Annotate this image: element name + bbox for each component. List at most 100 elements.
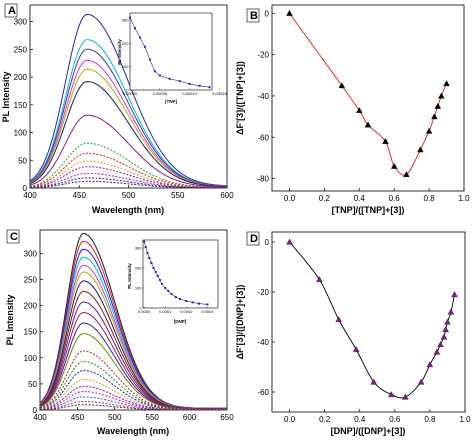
panel-c-frame: [39, 229, 228, 411]
panel-a-inset-point: [188, 82, 191, 85]
panel-a-ytick-label: 50: [18, 156, 27, 165]
panel-b-point: [390, 162, 398, 169]
panel-d-point: [444, 318, 451, 325]
panel-d-point: [352, 346, 360, 353]
panel-b-xtick-label: 0.8: [424, 194, 436, 203]
panel-a-spectrum-line: [29, 13, 228, 187]
panel-a-ytick-label: 200: [14, 73, 28, 82]
panel-c-inset-ytick-label: 300: [135, 246, 142, 251]
panel-a-inset-point: [143, 45, 146, 48]
panel-b-frame: [271, 4, 465, 192]
panel-c-inset-point: [185, 300, 188, 302]
panel-c-inset-point: [161, 283, 164, 285]
panel-b-xtick-label: 0.6: [389, 194, 401, 203]
panel-b-x-axis: 0.0 0.2 0.4 0.6 0.8 1.0: [284, 188, 470, 203]
panel-b-point: [438, 92, 445, 99]
panel-b-xlabel: [TNP]/([TNP]+[3]): [332, 205, 405, 215]
panel-c-ytick-label: 200: [24, 302, 38, 311]
panel-d-point: [286, 238, 293, 245]
panel-a-spectrum-line: [29, 114, 228, 188]
panel-c-series: [39, 232, 228, 411]
panel-b-ytick-label: 0: [265, 9, 270, 18]
panel-d-xlabel: [DNP]/([DNP]+[3]): [331, 426, 406, 436]
panel-c-letter-box: [6, 229, 20, 244]
panel-c-xtick-label: 650: [220, 413, 234, 422]
panel-c-inset-frame: [142, 239, 219, 309]
panel-c-spectrum-line: [39, 396, 227, 411]
panel-b-xtick-label: 0.2: [319, 194, 331, 203]
panel-d-ytick-label: 0: [265, 238, 270, 247]
panel-b-ytick-label: -60: [257, 133, 269, 142]
panel-b-xtick-label: 0.4: [354, 194, 366, 203]
panel-a-letter: A: [8, 5, 16, 17]
panel-c-inset-xtick-label: 0.0002: [180, 309, 193, 314]
panel-c-xtick-label: 400: [33, 413, 47, 422]
panel-c-inset-point: [143, 240, 146, 243]
panel-c-inset-point: [146, 252, 149, 254]
panel-d-point: [316, 276, 323, 283]
panel-c-ytick-label: 100: [24, 354, 38, 363]
panel-d-xtick-label: 1.0: [459, 415, 471, 424]
panel-d-fit-line: [289, 241, 455, 399]
panel-c-ytick-label: 250: [24, 276, 38, 285]
panel-a-xtick-label: 400: [23, 191, 37, 200]
panel-c-xlabel: Wavelength (nm): [97, 426, 169, 436]
panel-a-inset-ylabel: PL Intensity: [117, 39, 122, 65]
panel-a-ytick-label: 250: [14, 45, 28, 54]
panel-d-point: [433, 348, 441, 355]
panel-a-series: [29, 13, 228, 189]
panel-c-spectrum-line: [39, 369, 227, 411]
panel-a-inset-ytick-label: 300: [122, 18, 129, 23]
panel-a-ytick-label: 0: [23, 184, 28, 193]
panel-d-point: [440, 333, 448, 340]
panel-c-inset-xtick-label: 0.0003: [201, 309, 214, 314]
panel-a-inset-point: [158, 74, 161, 77]
panel-b-point: [417, 146, 424, 153]
panel-a-inset-xtick-label: 0.00012: [182, 91, 197, 96]
panel-c-inset-point: [191, 301, 194, 304]
panel-c-xtick-label: 500: [108, 413, 122, 422]
panel-c-inset-point: [174, 296, 177, 298]
panel-a-ytick-label: 300: [14, 18, 28, 27]
panel-d-point: [370, 378, 378, 385]
panel-c-inset-series: [143, 240, 209, 306]
panel-a: A 0 50 100 150 200 250 300 400 450 500 550 600 Wav…: [1, 3, 234, 215]
panel-d-letter: D: [250, 233, 258, 245]
panel-a-inset-point: [138, 36, 141, 39]
panel-a-spectrum-line: [29, 68, 228, 187]
panel-b-point: [434, 102, 442, 109]
panel-d-point: [437, 341, 444, 348]
panel-c-inset-point: [144, 246, 147, 248]
panel-c-inset-ytick-label: 100: [135, 286, 142, 291]
panel-d-point: [447, 308, 455, 315]
panel-d-xtick-label: 0.8: [424, 415, 436, 424]
panel-b-point: [364, 121, 372, 128]
panel-a-xlabel: Wavelength (nm): [92, 205, 164, 215]
panel-c-xtick-label: 550: [146, 413, 160, 422]
panel-c-ytick-label: 50: [28, 380, 37, 389]
panel-a-inset-ytick-label: 100: [122, 64, 129, 69]
panel-d-point: [335, 316, 342, 323]
panel-c-spectrum-line: [39, 401, 227, 411]
panel-b-y-axis: 0 -20 -40 -60 -80: [257, 9, 275, 184]
panel-a-inset-point: [198, 84, 201, 87]
panel-c-inset-point: [154, 271, 157, 273]
panel-d-x-axis: 0.0 0.2 0.4 0.6 0.8 1.0: [284, 409, 471, 424]
panel-a-ylabel: PL Intensity: [1, 72, 11, 123]
panel-c-xtick-label: 450: [71, 413, 85, 422]
panel-d-frame: [271, 231, 466, 413]
panel-a-spectrum-line: [29, 180, 227, 189]
panel-a-spectrum-line: [29, 142, 228, 188]
panel-c-inset-xtick-label: 0.0001: [159, 309, 172, 314]
panel-c-inset-point: [150, 262, 153, 264]
panel-c-inset-point: [156, 275, 159, 277]
panel-c-inset: 0.0000 0.0001 0.0002 0.0003 0 100 200 300 [DNP]…: [127, 239, 219, 324]
panel-c-inset-ylabel: PL Intensity: [127, 263, 132, 289]
panel-c-xtick-label: 600: [183, 413, 197, 422]
panel-a-inset-point: [129, 16, 131, 19]
panel-b-ylabel: ΔF'[3]/([TNP]+[3]): [235, 61, 245, 135]
panel-b-point: [382, 138, 389, 144]
panel-a-inset-point: [153, 70, 156, 73]
panel-a-inset-xtick-label: 0.00006: [153, 91, 168, 96]
